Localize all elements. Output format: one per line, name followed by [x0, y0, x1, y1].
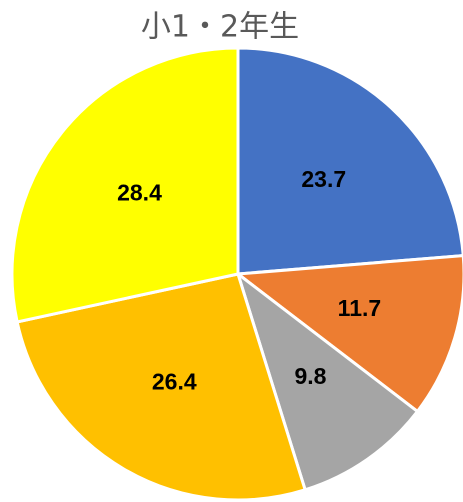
pie-slice	[10, 46, 240, 324]
chart-title: 小1・2年生	[141, 10, 299, 45]
data-label: 26.4	[152, 368, 197, 394]
pie-slice	[15, 272, 308, 502]
data-label: 9.8	[294, 363, 326, 389]
pie-slice	[233, 254, 463, 414]
pie-slice	[235, 269, 420, 492]
data-label: 23.7	[301, 166, 346, 192]
data-label: 28.4	[117, 180, 162, 206]
pie-slice	[236, 46, 463, 276]
data-label: 11.7	[338, 295, 382, 321]
